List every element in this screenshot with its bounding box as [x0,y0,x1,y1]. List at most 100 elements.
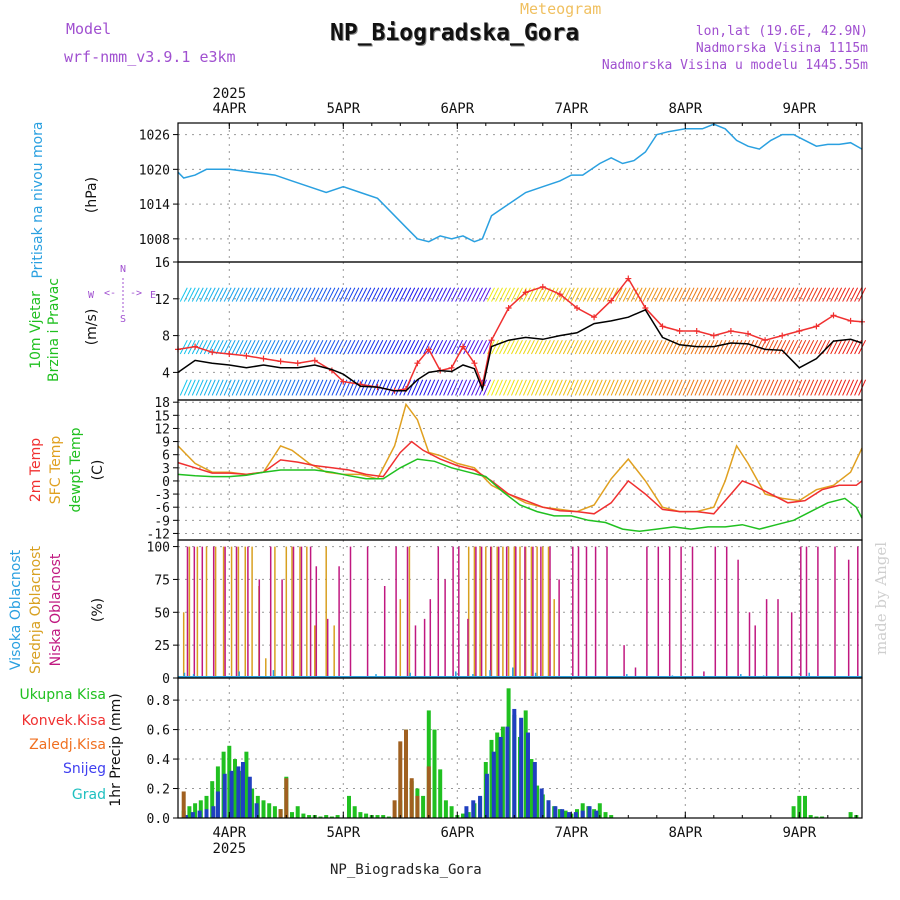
wind-barb [183,287,192,302]
wind-barb [730,379,739,396]
gust-marker [340,378,347,385]
wind-barb [303,379,312,396]
wind-barb [726,379,735,396]
wind-barb [415,339,424,355]
wind-barb [183,379,192,396]
wind-barb [391,339,400,355]
wind-barb [327,339,336,355]
wind-barb [235,339,244,355]
wind-barb [594,287,603,302]
precip-snow-bar [573,812,578,818]
wind-barb [570,339,579,355]
wind-barb [670,287,679,302]
precip-legend-item: Ukupna Kisa [19,687,106,703]
y-tick-label: -3 [154,488,170,503]
wind-barb [578,379,587,396]
wind-barb [810,287,819,302]
location-label: lon,lat (19.6E, 42.9N) [695,24,868,39]
precip-snow-bar [183,815,188,818]
precip-total-bar [421,795,426,818]
wind-barb [459,287,468,302]
wind-barb [435,379,444,396]
wind-barb [550,339,559,355]
wind-barb [507,379,515,396]
wind-barb [774,287,783,302]
precip-total-bar [820,816,825,818]
wind-barb [770,379,779,396]
wind-barb [742,339,751,355]
precip-snow-bar [197,810,202,818]
wind-barb [367,339,376,355]
wind-barb [670,379,679,396]
wind-barb [279,287,288,302]
y-tick-label: 1008 [139,233,170,248]
wind-barb [674,379,683,396]
wind-barb [423,339,432,355]
wind-barb [343,287,352,302]
wind-barb [574,287,583,302]
wind-barb [650,379,659,396]
dewpoint-line [177,458,863,533]
wind-barb [499,339,507,355]
wind-barb [239,287,248,302]
wind-barb [387,379,396,396]
wind-barb [315,379,324,396]
wind-barb [335,287,344,302]
wind-barb [722,339,731,355]
pressure-line [177,123,863,243]
wind-barb [479,287,487,302]
wind-barb [423,287,432,302]
wind-barb [654,339,663,355]
wind-frame [177,261,863,401]
wind-barb [363,287,372,302]
wind-barb [602,339,611,355]
precip-total-bar [438,769,443,818]
wind-barb [726,339,735,355]
wind-barb [530,287,539,302]
wind-barb [798,379,807,396]
precip-snow-bar [204,809,209,818]
wind-barb [626,339,635,355]
wind-barb [267,287,276,302]
wind-barb [291,339,300,355]
y-tick-label: 25 [154,639,170,654]
wind-barb [251,287,260,302]
wind-barb [455,339,464,355]
wind-barb [499,287,507,302]
y-tick-label: 3 [162,462,170,477]
wind-barb [279,379,288,396]
wind-barb [622,287,631,302]
wind-barb [806,339,815,355]
wind-barb [762,379,771,396]
wind-barb [590,379,599,396]
precip-total-bar [347,795,351,818]
precip-total-bar [352,806,357,818]
sfc-temp-line [177,402,863,513]
wind-barb [467,379,476,396]
gust-marker [608,297,615,304]
wind-barb [790,339,799,355]
wind-barb [598,287,607,302]
wind-barb [447,287,456,302]
wind-barb [582,339,591,355]
wind-barb [491,339,499,355]
precip-snow-bar [478,795,483,818]
wind-barb [339,287,348,302]
wind-barb [742,287,751,302]
wind-barb [510,379,519,396]
wind-barb [698,287,707,302]
wind-barb [243,379,252,396]
wind-barb [610,379,619,396]
gust-marker [260,355,267,362]
wind-barb [447,339,456,355]
wind-barb [678,339,687,355]
wind-barb [738,287,747,302]
wind-barb [219,379,228,396]
wind-unit: (m/s) [84,309,100,346]
wind-barb [666,287,675,302]
wind-barb [247,379,256,396]
wind-barb [323,339,332,355]
wind-barb [283,287,292,302]
wind-barb [714,379,723,396]
